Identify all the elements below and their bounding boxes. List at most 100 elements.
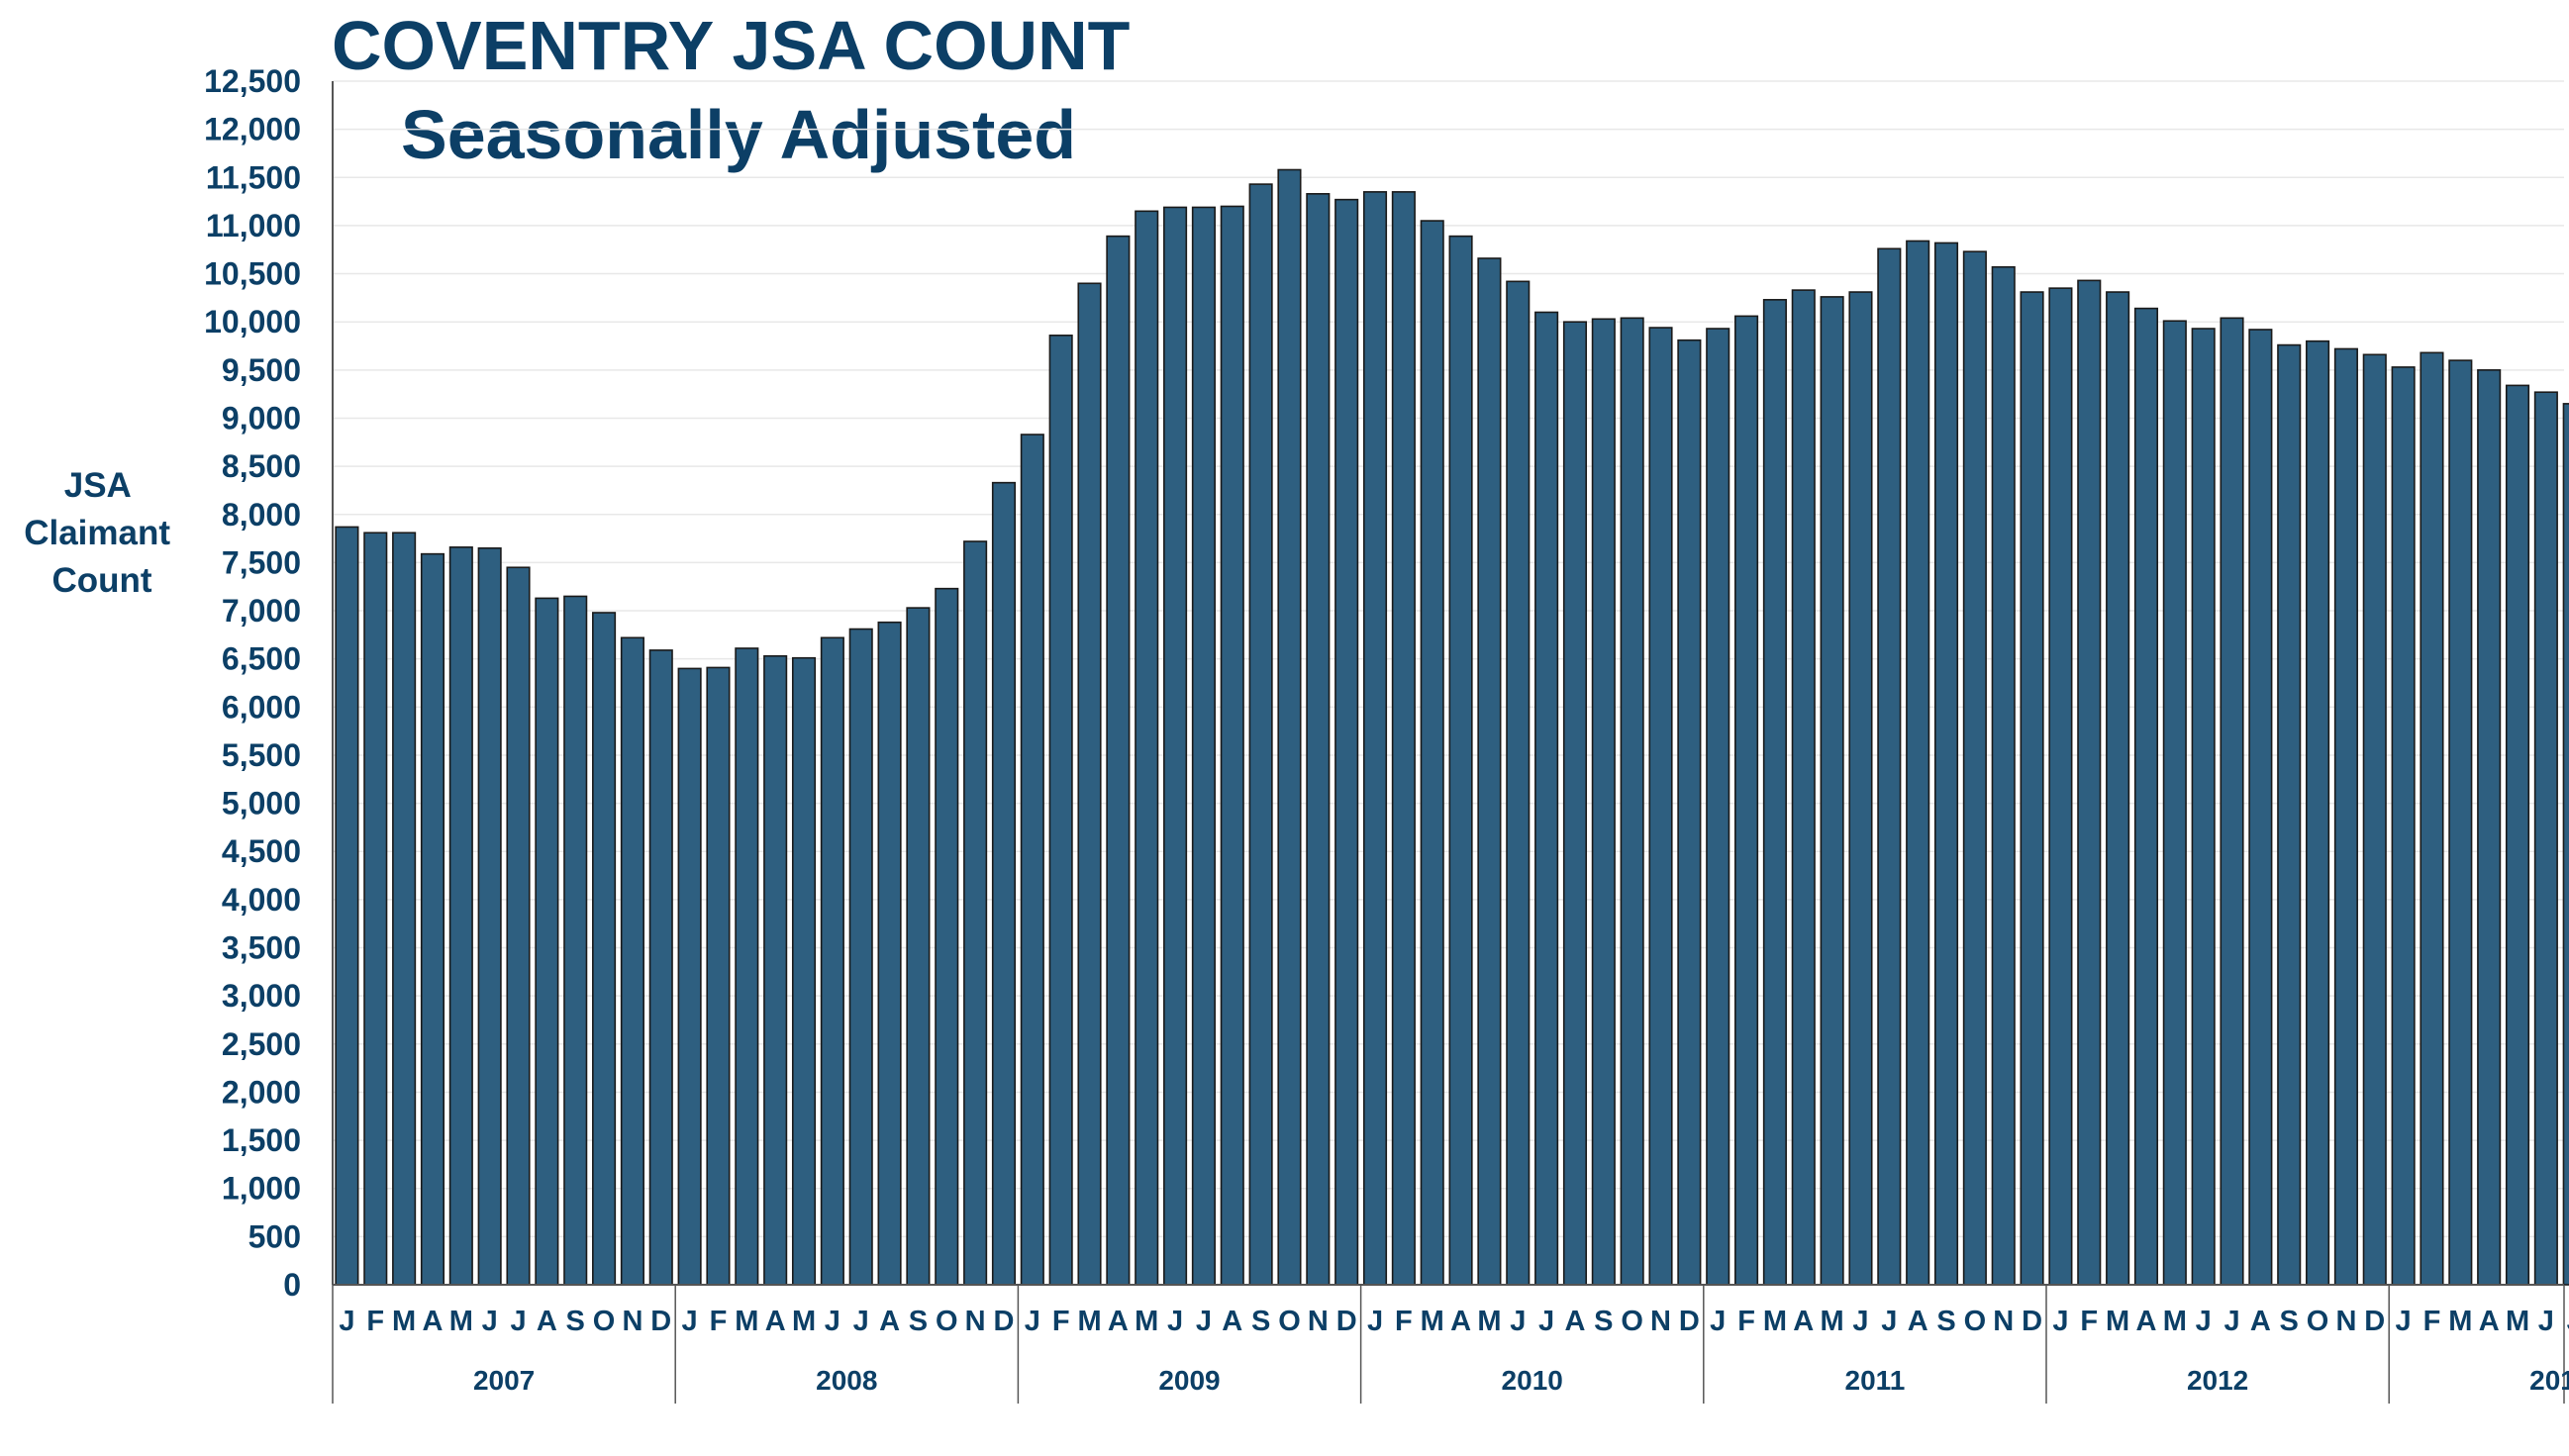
bar	[1706, 328, 1730, 1286]
bar	[2333, 347, 2358, 1286]
y-tick-label: 1,000	[222, 1171, 301, 1207]
bar	[1991, 265, 2016, 1286]
month-label: M	[735, 1306, 758, 1337]
y-tick-label: 11,000	[206, 208, 301, 243]
bar	[1248, 183, 1273, 1286]
year-label: 2009	[1158, 1365, 1220, 1396]
month-label: M	[2106, 1306, 2129, 1337]
y-tick-label: 3,000	[222, 978, 301, 1014]
y-tick-label: 0	[283, 1267, 301, 1303]
month-label: M	[1421, 1306, 1444, 1337]
bar	[1277, 168, 1302, 1286]
month-label: J	[1510, 1306, 1526, 1337]
y-tick-label: 11,500	[206, 159, 301, 195]
month-label: S	[1936, 1306, 1955, 1337]
month-label: M	[2506, 1306, 2529, 1337]
bar	[2391, 366, 2416, 1286]
month-label: J	[825, 1306, 840, 1337]
month-label: S	[1251, 1306, 1270, 1337]
month-label: J	[339, 1306, 354, 1337]
month-label: J	[2196, 1306, 2212, 1337]
month-label: N	[2335, 1306, 2356, 1337]
bar	[735, 647, 759, 1286]
bar	[1820, 296, 1844, 1286]
month-label: N	[965, 1306, 986, 1337]
month-label: A	[1108, 1306, 1129, 1337]
month-label: S	[1594, 1306, 1613, 1337]
month-label: S	[2280, 1306, 2299, 1337]
bar	[1534, 311, 1559, 1286]
month-label: M	[392, 1306, 416, 1337]
bar	[1591, 318, 1616, 1286]
month-label: M	[1077, 1306, 1101, 1337]
month-label: A	[765, 1306, 786, 1337]
bar	[2277, 343, 2302, 1286]
bar	[1477, 257, 1502, 1286]
month-label: J	[1852, 1306, 1868, 1337]
month-label: J	[510, 1306, 526, 1337]
bar	[535, 597, 559, 1286]
bar	[1506, 280, 1531, 1286]
y-axis-label-line-1: JSA	[64, 466, 132, 505]
month-label: J	[682, 1306, 698, 1337]
month-label: M	[792, 1306, 816, 1337]
y-tick-label: 10,500	[204, 256, 301, 292]
y-axis-label-line-2: Claimant	[24, 514, 170, 552]
bar	[392, 532, 417, 1286]
year-label: 2007	[473, 1365, 535, 1396]
y-tick-label: 12,500	[204, 63, 301, 99]
month-label: J	[1196, 1306, 1212, 1337]
y-tick-label: 6,000	[222, 689, 301, 725]
bar	[763, 654, 788, 1286]
bar	[1220, 205, 1244, 1286]
year-label: 2012	[2187, 1365, 2248, 1396]
bar	[1048, 335, 1073, 1286]
month-label: J	[482, 1306, 498, 1337]
year-label: 2013	[2529, 1365, 2569, 1396]
year-label: 2010	[1502, 1365, 1563, 1396]
bar	[1191, 206, 1216, 1286]
year-label: 2011	[1845, 1365, 1906, 1396]
y-tick-label: 7,000	[222, 593, 301, 629]
y-tick-label: 2,500	[222, 1026, 301, 1062]
bar	[1334, 198, 1359, 1286]
bar	[2420, 351, 2444, 1286]
bar	[1762, 299, 1787, 1286]
bar	[877, 621, 902, 1286]
bar	[963, 540, 988, 1286]
month-label: D	[2364, 1306, 2385, 1337]
bar	[1077, 282, 1102, 1286]
y-tick-label: 500	[248, 1218, 301, 1254]
month-label: J	[2567, 1306, 2569, 1337]
bar	[1962, 250, 1987, 1286]
month-label: M	[1477, 1306, 1501, 1337]
y-tick-label: 4,000	[222, 882, 301, 918]
month-label: O	[1278, 1306, 1301, 1337]
bar	[2106, 291, 2130, 1286]
month-label: J	[1881, 1306, 1897, 1337]
bar	[620, 636, 644, 1286]
bar	[420, 552, 445, 1286]
month-label: J	[1367, 1306, 1383, 1337]
month-label: O	[1964, 1306, 1987, 1337]
month-label: O	[2307, 1306, 2329, 1337]
bar	[1106, 235, 1131, 1286]
month-label: D	[994, 1306, 1015, 1337]
bar	[2448, 359, 2473, 1286]
bar	[477, 547, 502, 1286]
month-label: A	[1793, 1306, 1814, 1337]
y-tick-label: 4,500	[222, 833, 301, 869]
y-axis-label-line-3: Count	[51, 561, 151, 600]
month-label: D	[1336, 1306, 1357, 1337]
bar	[906, 607, 931, 1286]
month-label: J	[1538, 1306, 1554, 1337]
bar	[1848, 291, 1873, 1286]
month-label: S	[909, 1306, 928, 1337]
y-tick-label: 8,500	[222, 448, 301, 484]
month-label: O	[1621, 1306, 1643, 1337]
month-label: M	[2448, 1306, 2472, 1337]
bar	[677, 667, 702, 1286]
y-axis-label: JSA Claimant Count	[24, 466, 180, 600]
month-label: J	[2223, 1306, 2239, 1337]
